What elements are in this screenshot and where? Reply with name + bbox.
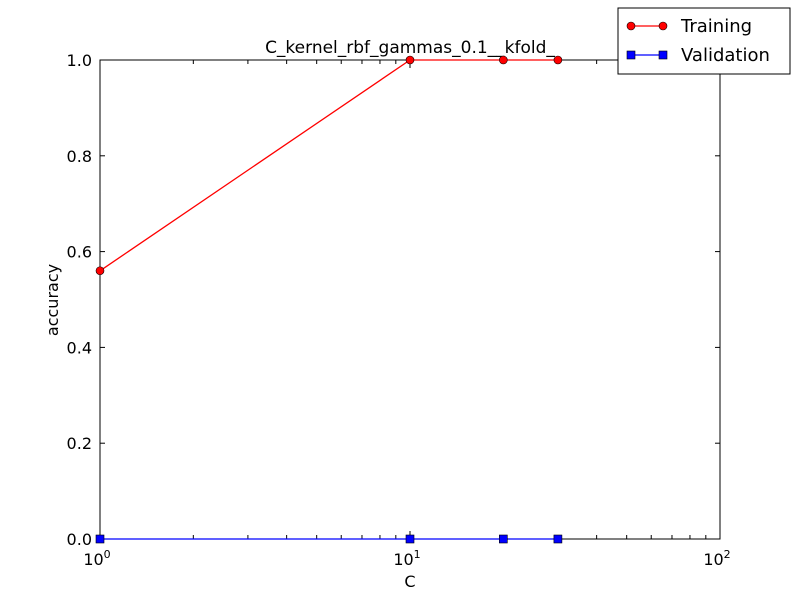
legend-marker-validation bbox=[626, 50, 636, 60]
legend-marker-validation bbox=[658, 50, 668, 60]
series-line-training bbox=[99, 59, 558, 272]
y-tick-label: 0.6 bbox=[67, 243, 92, 262]
legend-marker-training bbox=[658, 21, 668, 31]
y-tick-label: 0.2 bbox=[67, 434, 92, 453]
data-point-training bbox=[95, 266, 105, 276]
data-point-training bbox=[405, 55, 415, 65]
y-axis-label: accuracy bbox=[43, 264, 62, 336]
legend-box bbox=[617, 7, 791, 75]
y-tick-label: 0.4 bbox=[67, 338, 92, 357]
data-point-training bbox=[499, 55, 508, 65]
series-layer bbox=[95, 55, 563, 544]
y-tick-label: 1.0 bbox=[67, 51, 92, 70]
x-tick-label: 101 bbox=[393, 548, 420, 569]
data-point-training bbox=[553, 55, 563, 65]
data-point-validation bbox=[553, 534, 563, 544]
plot-frame bbox=[99, 59, 721, 540]
data-point-validation bbox=[405, 534, 415, 544]
chart-title: C_kernel_rbf_gammas_0.1__kfold_ bbox=[265, 38, 555, 58]
legend-marker-training bbox=[626, 21, 636, 31]
data-point-validation bbox=[95, 534, 105, 544]
y-tick-label: 0.8 bbox=[67, 147, 92, 166]
legend-label-validation: Validation bbox=[681, 45, 770, 66]
data-point-validation bbox=[499, 534, 508, 544]
x-axis-label: C bbox=[404, 572, 415, 591]
x-tick-label: 102 bbox=[703, 548, 730, 569]
y-tick-label: 0.0 bbox=[67, 530, 92, 549]
x-tick-label: 100 bbox=[83, 548, 110, 569]
legend: Training Validation bbox=[617, 7, 791, 75]
legend-label-training: Training bbox=[680, 16, 752, 37]
axes: 0.0 0.2 0.4 0.6 0.8 1.0 100 101 102 bbox=[67, 51, 731, 569]
